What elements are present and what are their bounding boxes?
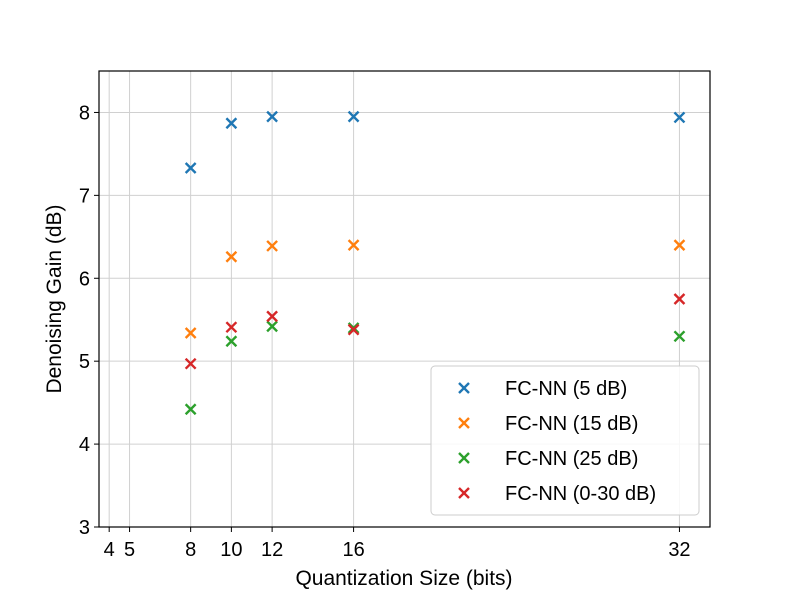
data-point	[673, 293, 686, 305]
data-point	[225, 250, 238, 263]
marker-stroke	[266, 240, 278, 252]
grid-lines	[99, 71, 710, 528]
marker-stroke	[347, 323, 360, 336]
marker-stroke	[673, 293, 686, 305]
x-axis-label: Quantization Size (bits)	[295, 567, 512, 590]
marker-stroke	[673, 239, 686, 251]
marker-stroke	[347, 110, 360, 123]
data-point	[266, 110, 278, 123]
y-tick-label: 4	[79, 434, 90, 456]
y-axis-label: Denoising Gain (dB)	[43, 204, 66, 393]
marker-stroke	[184, 403, 197, 416]
marker-stroke	[225, 250, 238, 263]
data-point	[266, 240, 278, 252]
x-tick-label: 4	[104, 539, 115, 561]
y-tick-label: 8	[79, 102, 90, 124]
data-point	[347, 239, 360, 251]
plot-frame	[98, 70, 711, 528]
data-point	[266, 320, 278, 333]
data-point	[225, 117, 238, 130]
data-point	[184, 403, 197, 416]
x-tick-label: 12	[261, 539, 283, 561]
x-tick-label: 10	[220, 539, 242, 561]
marker-stroke	[184, 357, 197, 370]
x-tick-label: 32	[668, 539, 690, 561]
data-point	[673, 111, 686, 124]
marker-stroke	[347, 239, 360, 251]
legend-label: FC-NN (5 dB)	[505, 378, 627, 400]
data-markers	[184, 110, 686, 416]
data-point	[184, 162, 197, 174]
marker-stroke	[458, 382, 470, 394]
marker-stroke	[673, 111, 686, 124]
x-tick-label: 8	[185, 539, 196, 561]
marker-stroke	[225, 335, 238, 348]
marker-stroke	[673, 330, 686, 343]
x-tick-label: 5	[124, 539, 135, 561]
marker-stroke	[458, 452, 470, 464]
data-point	[225, 321, 238, 334]
data-point	[673, 239, 686, 251]
legend-box	[430, 365, 700, 516]
legend-marker	[458, 417, 470, 429]
legend-label: FC-NN (25 dB)	[505, 448, 638, 470]
y-tick-label: 6	[79, 268, 90, 290]
marker-stroke	[266, 310, 278, 323]
legend-label: FC-NN (15 dB)	[505, 413, 638, 435]
marker-stroke	[184, 327, 197, 339]
marker-stroke	[266, 320, 278, 333]
marker-stroke	[225, 117, 238, 130]
legend-label: FC-NN (0-30 dB)	[505, 483, 656, 505]
marker-stroke	[266, 110, 278, 123]
data-point	[347, 110, 360, 123]
marker-stroke	[225, 321, 238, 334]
y-tick-label: 3	[79, 517, 90, 539]
marker-stroke	[458, 417, 470, 429]
data-point	[225, 335, 238, 348]
y-tick-label: 5	[79, 351, 90, 373]
data-point	[673, 330, 686, 343]
data-point	[184, 327, 197, 339]
marker-stroke	[184, 162, 197, 174]
marker-stroke	[458, 487, 470, 499]
data-point	[184, 357, 197, 370]
data-point	[347, 323, 360, 336]
legend: FC-NN (5 dB) FC-NN (15 dB) FC-NN (25 dB) FC…	[430, 365, 700, 516]
legend-marker	[458, 452, 470, 464]
y-tick-label: 7	[79, 185, 90, 207]
legend-marker	[458, 382, 470, 394]
legend-marker	[458, 487, 470, 499]
data-point	[266, 310, 278, 323]
x-tick-label: 16	[342, 539, 364, 561]
